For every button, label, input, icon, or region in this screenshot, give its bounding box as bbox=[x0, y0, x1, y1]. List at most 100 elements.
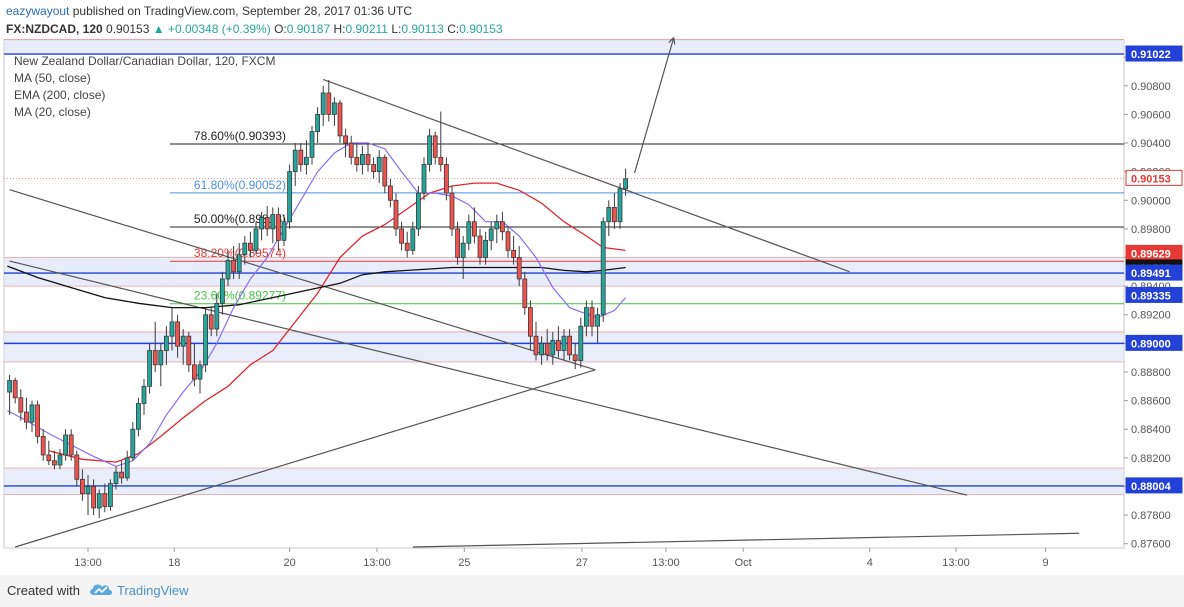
candle-down bbox=[264, 217, 270, 230]
candle-up bbox=[427, 135, 433, 165]
price-label-text: 0.90153 bbox=[1131, 173, 1171, 185]
time-tick-label: 13:00 bbox=[942, 557, 970, 569]
candle-up bbox=[600, 221, 606, 316]
trendline bbox=[9, 189, 596, 371]
price-axis: 0.876000.878000.880000.882000.884000.886… bbox=[1124, 45, 1183, 551]
candle-down bbox=[528, 307, 533, 337]
price-tick-label: 0.90800 bbox=[1131, 81, 1171, 93]
candle-up bbox=[331, 102, 337, 115]
candle-up bbox=[415, 192, 421, 230]
candle-down bbox=[74, 454, 80, 480]
candle-up bbox=[158, 350, 164, 366]
candle-up bbox=[147, 350, 153, 387]
zone-band bbox=[4, 468, 1124, 495]
legend-ma50: MA (50, close) bbox=[14, 71, 91, 85]
open-value: 0.90187 bbox=[286, 22, 331, 36]
candle-down bbox=[40, 435, 46, 456]
trendlines-layer bbox=[9, 37, 1080, 548]
author-link[interactable]: eazywayout bbox=[6, 4, 70, 18]
price-label-box bbox=[1125, 477, 1183, 494]
candle-up bbox=[421, 164, 427, 194]
candle-down bbox=[152, 350, 158, 366]
candle-down bbox=[511, 249, 517, 258]
candle-down bbox=[337, 102, 343, 137]
legend-title: New Zealand Dollar/Canadian Dollar, 120,… bbox=[14, 54, 275, 68]
price-label-text: 0.88004 bbox=[1131, 481, 1172, 493]
price-label-text: 0.89491 bbox=[1131, 268, 1171, 280]
last-price: 0.90153 bbox=[106, 22, 150, 36]
candle-up bbox=[203, 314, 209, 366]
candle-up bbox=[617, 188, 623, 223]
zone-band bbox=[4, 257, 1124, 287]
candle-down bbox=[231, 259, 237, 273]
price-tick-label: 0.88600 bbox=[1131, 396, 1171, 408]
ema200-line bbox=[7, 265, 626, 309]
candle-up bbox=[359, 154, 365, 165]
price-chart[interactable]: 78.60%(0.90393)61.80%(0.90052)50.00%(0.8… bbox=[0, 0, 1184, 575]
price-label-box bbox=[1125, 264, 1183, 281]
legend-ema200: EMA (200, close) bbox=[14, 88, 105, 102]
candle-up bbox=[623, 178, 628, 190]
candle-up bbox=[113, 471, 119, 485]
tradingview-cloud-icon[interactable] bbox=[88, 581, 114, 597]
time-tick-label: 18 bbox=[168, 557, 180, 569]
time-tick-label: 4 bbox=[867, 557, 873, 569]
candle-down bbox=[348, 142, 354, 158]
price-tick-label: 0.87600 bbox=[1131, 539, 1171, 551]
price-label-text: 0.91022 bbox=[1131, 49, 1171, 61]
candle-down bbox=[326, 92, 332, 115]
candle-down bbox=[175, 321, 181, 347]
fib-level-label: 78.60%(0.90393) bbox=[194, 129, 286, 143]
time-tick-label: 13:00 bbox=[652, 557, 680, 569]
price-tick-label: 0.88200 bbox=[1131, 453, 1171, 465]
time-tick-label: Oct bbox=[735, 557, 752, 569]
candle-down bbox=[533, 335, 539, 356]
candle-down bbox=[432, 135, 438, 158]
plot-frame bbox=[3, 39, 1125, 549]
candle-up bbox=[483, 239, 489, 258]
candle-down bbox=[505, 231, 511, 251]
candle-down bbox=[46, 454, 52, 462]
candle-down bbox=[343, 135, 349, 144]
tradingview-link[interactable]: TradingView bbox=[117, 583, 189, 598]
candle-up bbox=[253, 228, 259, 251]
publish-line: eazywayout published on TradingView.com,… bbox=[6, 4, 412, 18]
candle-up bbox=[242, 242, 248, 256]
time-tick-label: 13:00 bbox=[363, 557, 391, 569]
candle-down bbox=[471, 221, 477, 237]
candle-up bbox=[303, 156, 309, 165]
fib-level-label: 61.80%(0.90052) bbox=[194, 178, 286, 192]
price-tick-label: 0.90000 bbox=[1131, 195, 1171, 207]
candle-down bbox=[275, 214, 281, 241]
candle-down bbox=[544, 342, 550, 356]
time-tick-label: 13:00 bbox=[74, 557, 102, 569]
candle-up bbox=[180, 335, 186, 347]
candle-up bbox=[550, 340, 556, 356]
candles-layer bbox=[7, 80, 628, 518]
low-label: L: bbox=[391, 22, 402, 36]
candle-up bbox=[281, 221, 287, 241]
candle-up bbox=[494, 221, 500, 230]
fib-level-label: 38.20%(0.89574) bbox=[194, 246, 286, 260]
candle-up bbox=[85, 486, 91, 495]
trendline bbox=[15, 369, 596, 548]
candle-down bbox=[612, 207, 617, 223]
candle-up bbox=[270, 214, 276, 230]
ma50-line bbox=[48, 182, 626, 463]
candle-down bbox=[102, 493, 108, 507]
candle-down bbox=[443, 164, 449, 194]
candle-up bbox=[292, 149, 298, 173]
legend: New Zealand Dollar/Canadian Dollar, 120,… bbox=[14, 54, 275, 119]
candle-down bbox=[365, 154, 371, 165]
candle-up bbox=[315, 114, 321, 132]
price-tick-label: 0.89800 bbox=[1131, 224, 1171, 236]
candle-up bbox=[595, 314, 600, 327]
close-value: 0.90153 bbox=[459, 22, 503, 36]
candle-down bbox=[119, 471, 124, 479]
candle-up bbox=[410, 228, 416, 251]
candle-up bbox=[584, 307, 589, 327]
candle-up bbox=[108, 483, 113, 507]
candle-down bbox=[91, 486, 96, 509]
symbol-label: FX:NZDCAD, 120 bbox=[6, 22, 103, 36]
candle-down bbox=[399, 228, 405, 244]
